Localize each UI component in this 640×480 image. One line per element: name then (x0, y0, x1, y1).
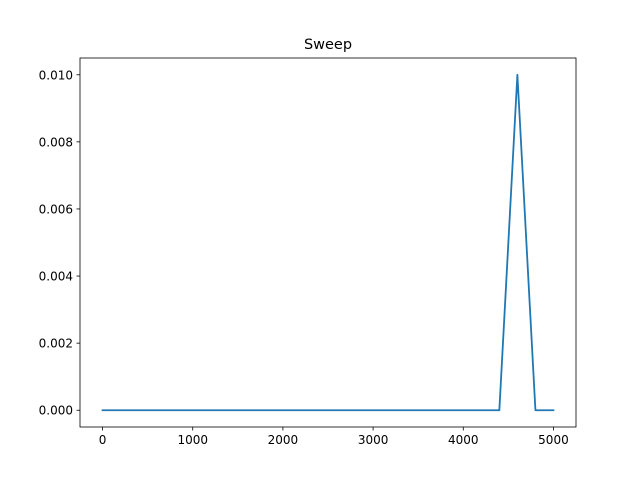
x-tick-label: 4000 (448, 433, 479, 447)
y-tick-label: 0.002 (39, 337, 73, 351)
x-tick-label: 5000 (538, 433, 569, 447)
y-axis-ticks: 0.000 0.002 0.004 0.006 0.008 0.010 (39, 68, 80, 418)
x-tick-label: 3000 (358, 433, 389, 447)
x-tick-label: 2000 (268, 433, 299, 447)
y-tick-label: 0.000 (39, 404, 73, 418)
y-tick-label: 0.006 (39, 202, 73, 216)
axes-frame (79, 57, 577, 428)
y-tick-label: 0.010 (39, 68, 73, 82)
x-tick-label: 0 (99, 433, 107, 447)
x-tick-label: 1000 (177, 433, 208, 447)
y-tick-label: 0.008 (39, 135, 73, 149)
plot-area (101, 73, 555, 412)
chart-title: Sweep (304, 37, 352, 53)
y-tick-label: 0.004 (39, 270, 73, 284)
x-axis-ticks: 0 1000 2000 3000 4000 5000 (99, 427, 569, 447)
series-line-0 (101, 73, 555, 412)
